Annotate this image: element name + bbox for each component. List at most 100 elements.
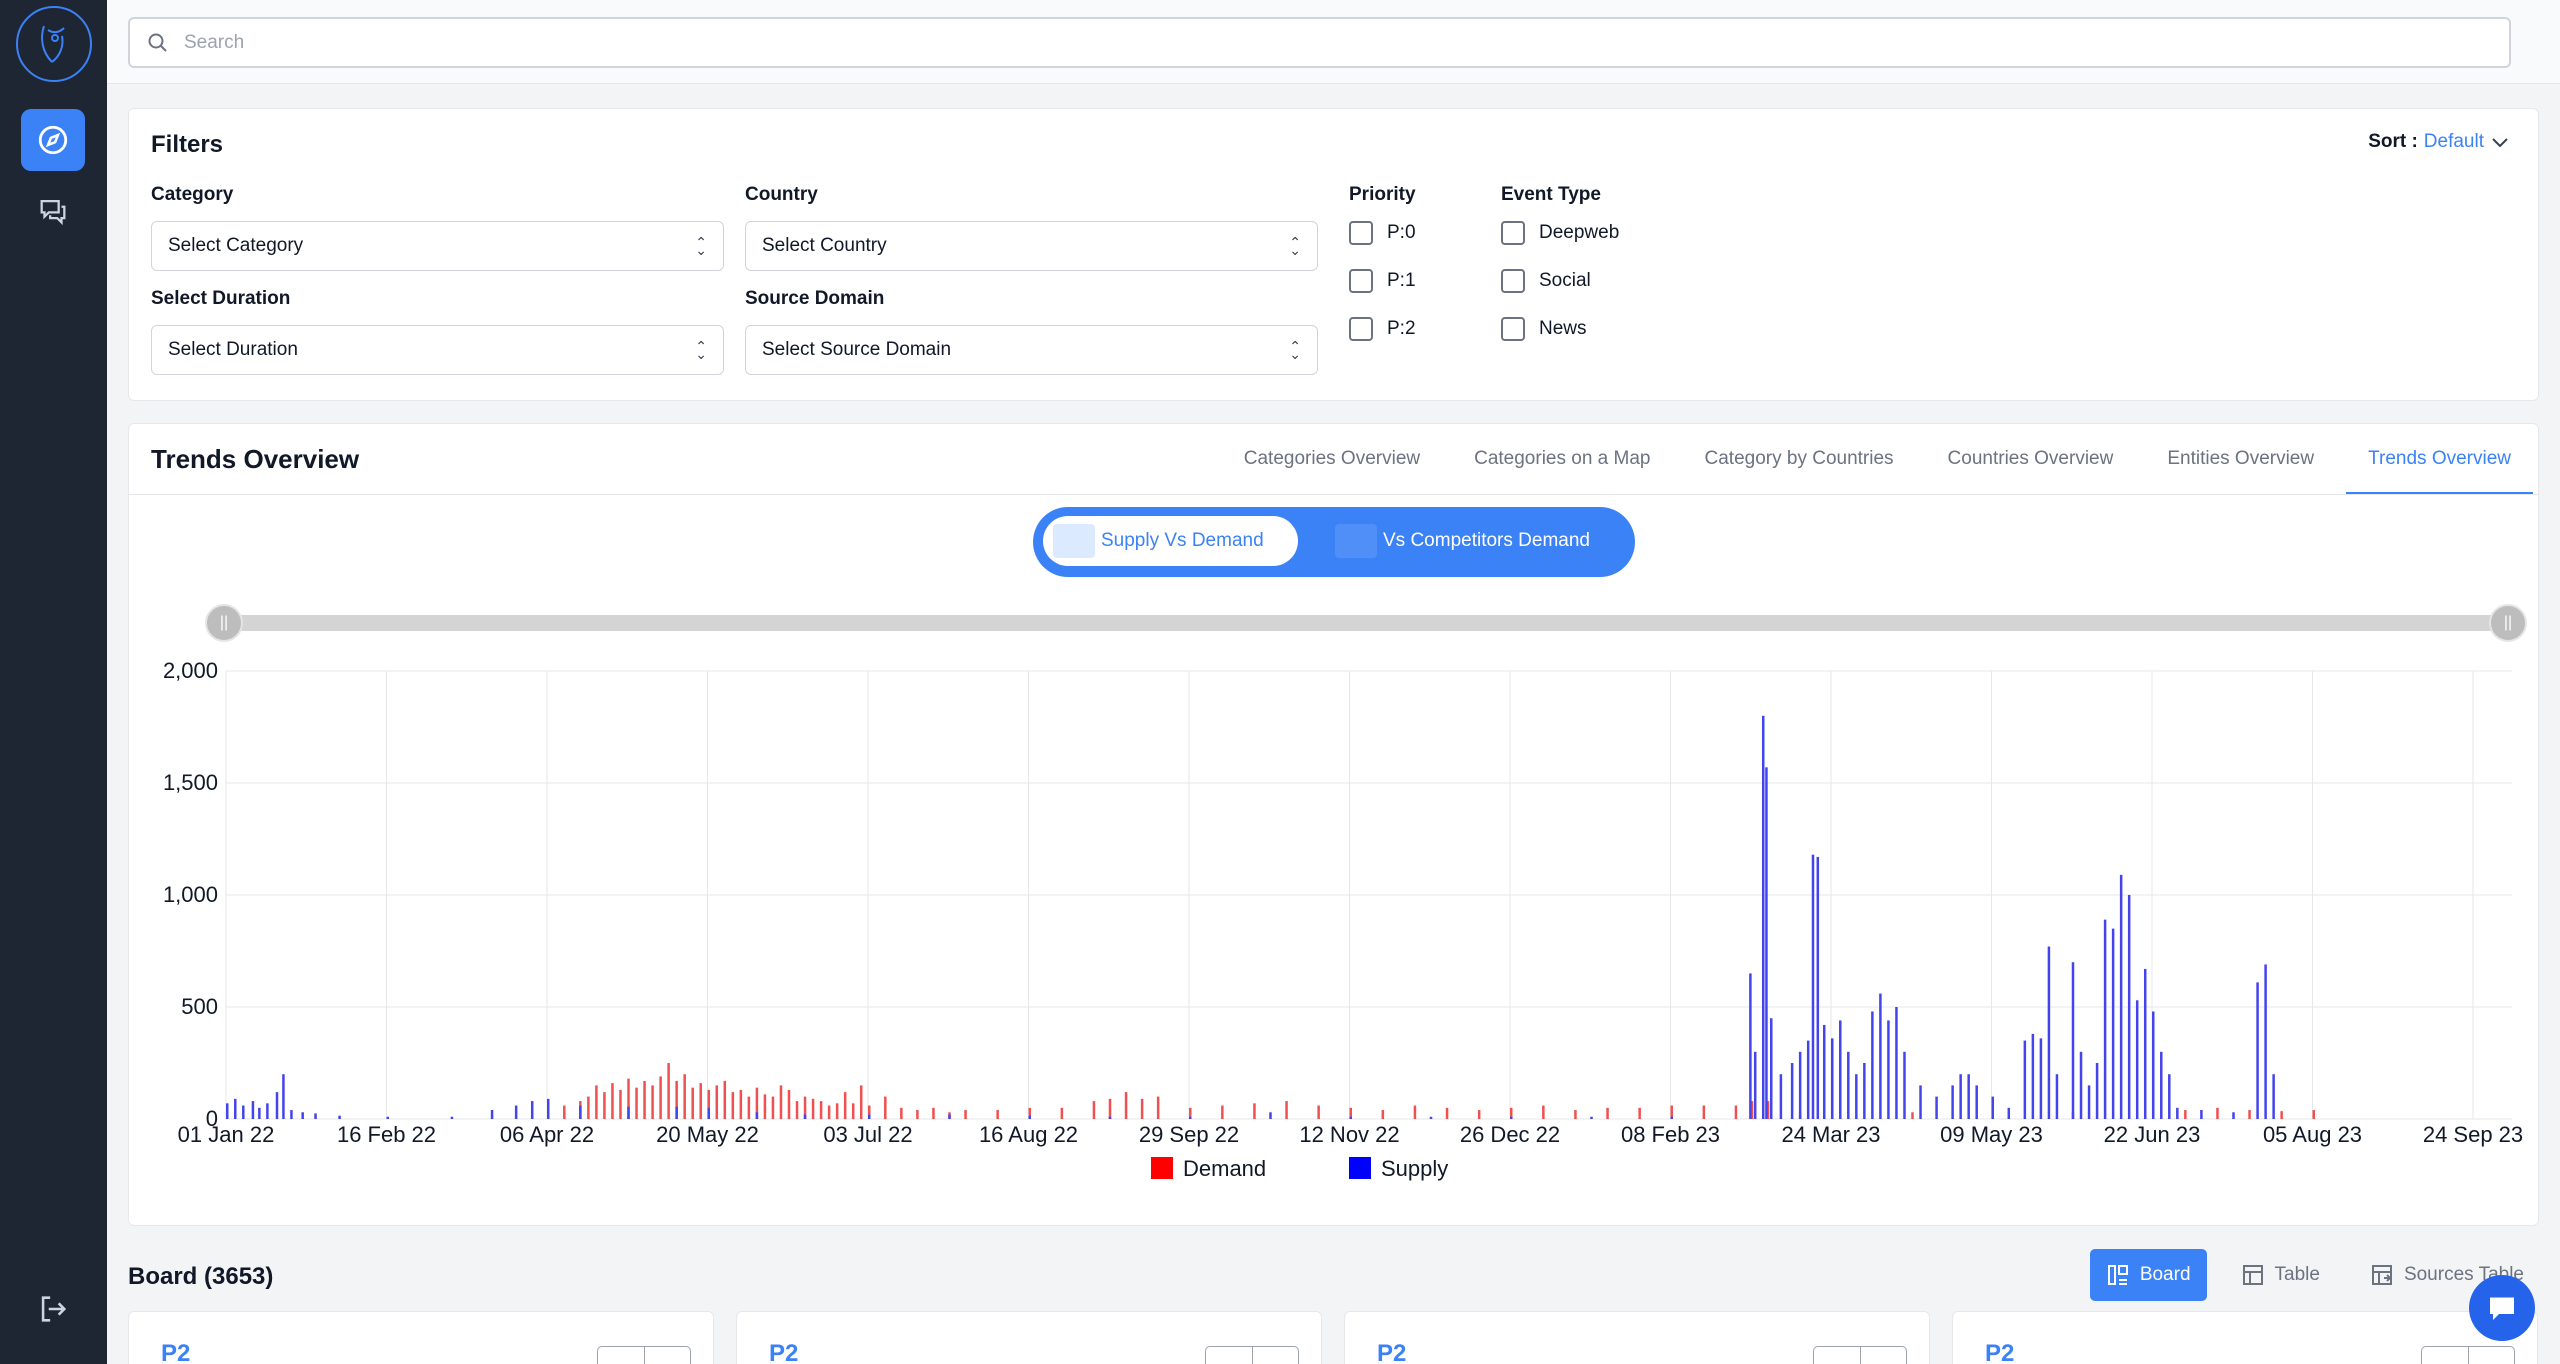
priority-option-label: P:0 (1387, 222, 1416, 243)
bar-demand (1189, 1107, 1192, 1119)
bar-demand (932, 1107, 935, 1119)
range-slider-start-handle[interactable]: || (205, 604, 243, 642)
bar-supply (251, 1101, 255, 1119)
card-action-table-button[interactable] (645, 1347, 691, 1364)
checkbox[interactable] (1349, 269, 1373, 293)
bar-supply (2127, 895, 2131, 1119)
bar-demand (1638, 1107, 1641, 1119)
toggle-label: Vs Competitors Demand (1383, 530, 1590, 551)
bar-supply (755, 1112, 759, 1119)
priority-option-p0[interactable]: P:0 (1349, 221, 1416, 245)
nav-messages[interactable] (21, 180, 85, 242)
card-action-user-button[interactable] (1814, 1347, 1861, 1364)
x-tick-label: 05 Aug 23 (2263, 1122, 2362, 1147)
range-slider-end-handle[interactable]: || (2489, 604, 2527, 642)
tab-entities-overview[interactable]: Entities Overview (2167, 448, 2315, 469)
checkbox[interactable] (1349, 221, 1373, 245)
duration-select[interactable]: Select Duration ⌃ ⌄ (151, 325, 724, 375)
bar-supply (2119, 874, 2123, 1119)
search-box[interactable] (128, 17, 2511, 68)
bar-supply (1903, 1051, 1906, 1119)
event-type-news[interactable]: News (1501, 317, 1587, 341)
x-tick-label: 03 Jul 22 (823, 1122, 912, 1147)
bar-demand (787, 1089, 791, 1119)
event-type-social[interactable]: Social (1501, 269, 1591, 293)
tab-categories-overview[interactable]: Categories Overview (1243, 448, 1421, 469)
card-action-user-button[interactable] (598, 1347, 645, 1364)
category-select[interactable]: Select Category ⌃ ⌄ (151, 221, 724, 271)
bar-supply (1790, 1063, 1794, 1119)
y-tick-label: 0 (206, 1106, 218, 1131)
bar-supply (1670, 1116, 1673, 1119)
checkbox[interactable] (1501, 269, 1525, 293)
bar-demand (1156, 1096, 1160, 1119)
bar-demand (1445, 1107, 1449, 1119)
chat-launcher-button[interactable] (2469, 1275, 2535, 1341)
bar-supply (1816, 856, 1820, 1119)
tab-category-by-countries[interactable]: Category by Countries (1704, 448, 1894, 469)
board-card[interactable]: P2 (1344, 1311, 1930, 1364)
bar-demand (900, 1107, 903, 1119)
board-card[interactable]: P2 (1952, 1311, 2538, 1364)
checkbox[interactable] (1349, 317, 1373, 341)
card-action-table-button[interactable] (1861, 1347, 1907, 1364)
bar-supply (1779, 1074, 1783, 1119)
bar-supply (1590, 1116, 1593, 1119)
nav-logout[interactable] (21, 1278, 85, 1340)
toggle-supply-vs-demand[interactable]: Supply Vs Demand (1043, 516, 1298, 566)
bar-supply (1811, 854, 1815, 1119)
card-priority: P2 (1985, 1340, 2015, 1364)
board-card[interactable]: P2 (128, 1311, 714, 1364)
bar-demand (755, 1087, 759, 1119)
card-actions (597, 1346, 691, 1364)
bar-supply (282, 1074, 285, 1119)
bar-demand (1221, 1105, 1224, 1119)
range-slider-track[interactable] (224, 615, 2506, 631)
bar-supply (1839, 1020, 1842, 1119)
source-domain-select[interactable]: Select Source Domain ⌃ ⌄ (745, 325, 1318, 375)
view-board-button[interactable]: Board (2089, 1249, 2207, 1301)
y-tick-label: 1,500 (163, 770, 218, 795)
bar-demand (1766, 1101, 1770, 1119)
board-card[interactable]: P2 (736, 1311, 1322, 1364)
tab-countries-overview[interactable]: Countries Overview (1947, 448, 2114, 469)
tab-categories-map[interactable]: Categories on a Map (1474, 448, 1651, 469)
priority-option-p1[interactable]: P:1 (1349, 269, 1416, 293)
bar-demand (1349, 1107, 1352, 1119)
search-input[interactable] (184, 31, 2384, 54)
source-domain-select-value: Select Source Domain (762, 339, 952, 360)
view-table-label: Table (2274, 1264, 2320, 1285)
bar-supply (2031, 1033, 2035, 1119)
toggle-vs-competitors[interactable]: Vs Competitors Demand (1325, 516, 1625, 566)
event-type-deepweb[interactable]: Deepweb (1501, 221, 1619, 245)
bar-demand (747, 1096, 751, 1119)
bar-demand (643, 1080, 646, 1119)
brand-logo[interactable] (16, 6, 92, 82)
country-label: Country (745, 184, 818, 205)
checkbox[interactable] (1501, 317, 1525, 341)
bar-demand (851, 1103, 855, 1119)
card-action-user-button[interactable] (2422, 1347, 2469, 1364)
card-actions (2421, 1346, 2515, 1364)
bar-demand (2312, 1110, 2315, 1119)
x-tick-label: 09 May 23 (1940, 1122, 2043, 1147)
bar-demand (715, 1085, 719, 1119)
card-action-user-button[interactable] (1206, 1347, 1253, 1364)
card-action-table-button[interactable] (2469, 1347, 2515, 1364)
chart-mode-toggle: Supply Vs Demand Vs Competitors Demand (1033, 507, 1635, 577)
priority-option-p2[interactable]: P:2 (1349, 317, 1416, 341)
nav-explore[interactable] (21, 109, 85, 171)
bar-demand (819, 1101, 823, 1119)
bar-demand (699, 1083, 702, 1119)
bar-supply (275, 1092, 279, 1119)
bar-supply (2079, 1051, 2083, 1119)
bar-demand (707, 1089, 710, 1119)
checkbox[interactable] (1501, 221, 1525, 245)
tab-trends-overview[interactable]: Trends Overview (2341, 424, 2538, 494)
sort-dropdown[interactable]: Sort : Default (2368, 131, 2510, 153)
bar-supply (627, 1106, 630, 1119)
bar-supply (1028, 1115, 1031, 1119)
country-select[interactable]: Select Country ⌃ ⌄ (745, 221, 1318, 271)
view-table-button[interactable]: Table (2225, 1249, 2336, 1301)
card-action-table-button[interactable] (1253, 1347, 1299, 1364)
